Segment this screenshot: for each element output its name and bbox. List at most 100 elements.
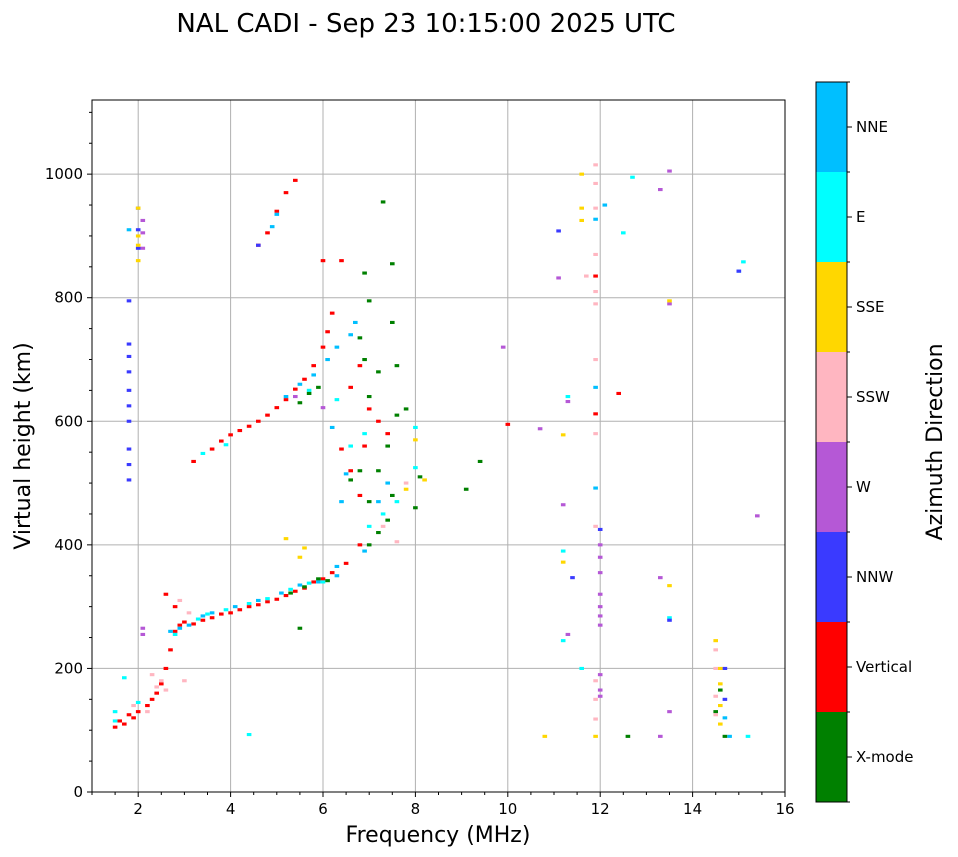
echo-point-nne — [722, 716, 728, 720]
echo-point-x-mode — [362, 271, 367, 275]
echo-point-x-mode — [316, 385, 321, 389]
echo-point-vertical — [343, 561, 349, 565]
echo-point-e — [579, 666, 584, 670]
echo-point-sse — [718, 682, 723, 686]
echo-point-e — [621, 231, 626, 235]
echo-point-vertical — [274, 209, 280, 213]
echo-point-w — [667, 169, 672, 173]
echo-point-ssw — [593, 524, 598, 528]
colorbar-label: NNW — [856, 568, 893, 586]
colorbar-label: SSE — [856, 298, 885, 316]
echo-point-nne — [339, 500, 344, 504]
echo-point-w — [293, 395, 298, 399]
echo-point-vertical — [505, 422, 511, 426]
echo-point-nne — [334, 574, 340, 578]
echo-point-x-mode — [302, 585, 307, 589]
echo-point-vertical — [177, 623, 183, 627]
echo-point-vertical — [237, 429, 243, 433]
echo-point-nnw — [126, 354, 132, 358]
echo-point-x-mode — [417, 475, 423, 479]
colorbar: X-mode Vertical NNW W SSW SSE E NNE — [815, 81, 913, 803]
echo-point-x-mode — [390, 262, 395, 266]
echo-point-vertical — [283, 191, 289, 195]
echo-point-vertical — [348, 385, 353, 389]
echo-point-vertical — [385, 432, 390, 436]
echo-point-nnw — [126, 478, 132, 482]
colorbar-segment-nne — [816, 82, 847, 172]
echo-point-x-mode — [625, 734, 631, 738]
colorbar-label: X-mode — [856, 748, 913, 766]
echo-point-e — [112, 710, 118, 714]
echo-point-x-mode — [362, 358, 367, 362]
echo-point-ssw — [593, 163, 598, 167]
echo-point-vertical — [237, 608, 243, 612]
echo-point-nne — [727, 734, 732, 738]
echo-point-x-mode — [722, 734, 728, 738]
echo-point-w — [658, 734, 663, 738]
echo-point-x-mode — [380, 200, 386, 204]
plot-area — [92, 100, 785, 792]
echo-point-w — [140, 246, 146, 250]
colorbar-label: NNE — [856, 118, 888, 136]
echo-point-vertical — [293, 178, 298, 182]
echo-point-nne — [311, 373, 316, 377]
echo-point-w — [556, 276, 561, 280]
echo-point-vertical — [154, 691, 159, 695]
echo-point-sse — [135, 234, 141, 238]
echo-point-w — [320, 406, 326, 410]
x-tick-label: 12 — [591, 800, 610, 818]
echo-point-nne — [168, 629, 173, 633]
colorbar-segment-w — [816, 442, 847, 532]
echo-point-nne — [297, 583, 303, 587]
echo-point-vertical — [320, 345, 326, 349]
echo-point-vertical — [329, 311, 335, 315]
echo-point-sse — [413, 438, 418, 442]
echo-point-vertical — [265, 413, 270, 417]
echo-point-ssw — [593, 358, 598, 362]
echo-point-nne — [593, 217, 598, 221]
echo-point-w — [658, 188, 663, 192]
echo-point-vertical — [191, 622, 196, 626]
echo-point-vertical — [339, 259, 344, 263]
echo-point-e — [135, 700, 141, 704]
echo-point-w — [597, 673, 603, 677]
echo-point-ssw — [593, 679, 598, 683]
echo-point-vertical — [283, 398, 289, 402]
echo-point-vertical — [163, 666, 169, 670]
echo-point-x-mode — [376, 531, 381, 535]
y-axis-label: Virtual height (km) — [11, 342, 36, 549]
colorbar-title: Azimuth Direction — [923, 343, 948, 540]
echo-point-nne — [269, 225, 275, 229]
echo-point-sse — [579, 218, 584, 222]
echo-point-vertical — [149, 697, 155, 701]
x-tick-label: 4 — [226, 800, 236, 818]
echo-point-nne — [593, 486, 598, 490]
x-tick-label: 14 — [683, 800, 702, 818]
echo-point-sse — [302, 546, 307, 550]
echo-point-vertical — [117, 719, 122, 723]
echo-point-x-mode — [366, 500, 372, 504]
echo-point-nne — [274, 212, 280, 216]
echo-point-vertical — [366, 407, 372, 411]
echo-point-e — [306, 581, 312, 585]
echo-point-nne — [279, 591, 284, 595]
echo-point-sse — [135, 206, 141, 210]
echo-point-ssw — [149, 673, 155, 677]
echo-point-e — [223, 443, 229, 447]
y-axis-ticks: 0 200 400 600 800 1000 — [45, 111, 92, 801]
echo-point-x-mode — [713, 710, 718, 714]
echo-point-e — [200, 451, 206, 455]
echo-point-nne — [362, 549, 367, 553]
echo-point-vertical — [616, 391, 621, 395]
echo-point-e — [560, 549, 566, 553]
echo-point-x-mode — [385, 518, 390, 522]
echo-point-vertical — [593, 412, 598, 416]
echo-point-w — [140, 626, 146, 630]
echo-point-ssw — [713, 666, 718, 670]
echo-point-nnw — [736, 269, 742, 273]
echo-point-nnw — [126, 388, 132, 392]
echo-point-nnw — [126, 447, 132, 451]
echo-point-ssw — [593, 697, 598, 701]
echo-point-nne — [186, 623, 192, 627]
